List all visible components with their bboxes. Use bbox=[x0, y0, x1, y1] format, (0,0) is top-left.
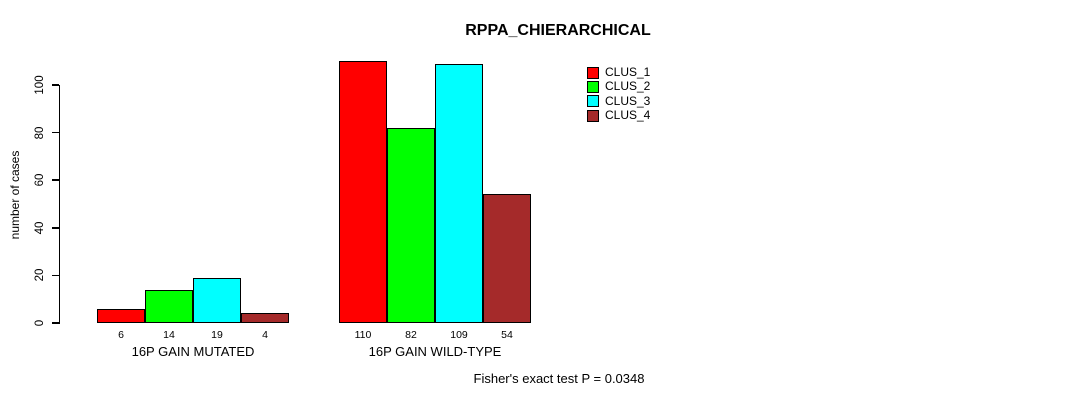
y-axis-tick-label: 20 bbox=[34, 268, 46, 282]
legend-swatch bbox=[587, 109, 599, 122]
y-axis-tick-label: 80 bbox=[34, 126, 46, 139]
bar-clus_3 bbox=[435, 63, 483, 323]
x-category-label: 16P GAIN WILD-TYPE bbox=[368, 344, 502, 359]
y-axis-tick-label: 100 bbox=[34, 75, 46, 95]
bar-clus_2 bbox=[145, 289, 193, 323]
bar-clus_1 bbox=[339, 61, 387, 323]
legend-label: CLUS_2 bbox=[605, 79, 651, 94]
bar-value-label: 14 bbox=[163, 329, 175, 341]
bar-clus_4 bbox=[241, 313, 289, 323]
y-axis-tick-label: 0 bbox=[34, 319, 46, 327]
bar-clus_2 bbox=[387, 127, 435, 323]
legend-swatch bbox=[587, 66, 599, 79]
bar-value-label: 82 bbox=[405, 329, 417, 341]
bar-clus_4 bbox=[483, 194, 531, 323]
bar-value-label: 54 bbox=[501, 329, 513, 341]
chart-title: RPPA_CHIERARCHICAL bbox=[465, 22, 651, 39]
bar-value-label: 110 bbox=[354, 329, 372, 341]
y-axis-tick bbox=[51, 274, 59, 277]
bar-clus_1 bbox=[97, 308, 145, 323]
y-axis-tick bbox=[51, 179, 59, 181]
y-axis-tick bbox=[51, 84, 59, 86]
legend-swatch bbox=[587, 80, 599, 93]
legend-item: CLUS_4 bbox=[587, 109, 650, 122]
y-axis-tick bbox=[51, 227, 59, 229]
legend-label: CLUS_3 bbox=[605, 93, 651, 108]
bar-value-label: 4 bbox=[262, 329, 268, 341]
legend-item: CLUS_1 bbox=[587, 66, 650, 79]
legend-item: CLUS_3 bbox=[587, 93, 651, 108]
bar-clus_3 bbox=[193, 277, 241, 323]
bar-value-label: 6 bbox=[118, 329, 124, 341]
legend-label: CLUS_4 bbox=[605, 108, 651, 123]
y-axis-label: number of cases bbox=[8, 150, 22, 240]
bar-value-label: 19 bbox=[211, 329, 223, 341]
x-category-label: 16P GAIN MUTATED bbox=[131, 344, 255, 359]
y-axis-tick bbox=[51, 322, 59, 324]
y-axis-tick bbox=[51, 131, 59, 134]
fisher-test-annotation: Fisher's exact test P = 0.0348 bbox=[473, 371, 645, 386]
y-axis-line bbox=[58, 85, 60, 324]
bar-value-label: 109 bbox=[450, 329, 468, 341]
legend-label: CLUS_1 bbox=[605, 65, 651, 79]
legend-swatch bbox=[587, 95, 599, 108]
legend-item: CLUS_2 bbox=[587, 80, 650, 93]
y-axis-tick-label: 40 bbox=[34, 221, 46, 235]
y-axis-tick-label: 60 bbox=[34, 173, 46, 187]
